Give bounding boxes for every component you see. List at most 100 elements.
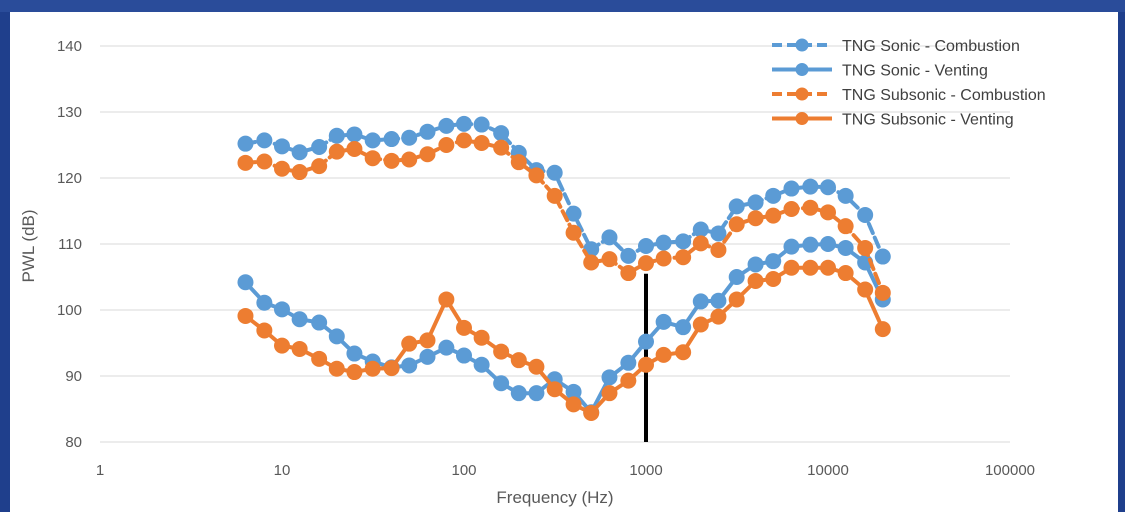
- series-3-point: [311, 350, 328, 367]
- series-2-point: [583, 254, 600, 271]
- series-2-point: [510, 154, 527, 171]
- series-1-point: [675, 319, 692, 336]
- series-0-point: [692, 221, 709, 238]
- y-tick-label-110: 110: [58, 236, 82, 253]
- series-2-point: [874, 284, 891, 301]
- series-0-point: [655, 234, 672, 251]
- series-layer: [237, 115, 891, 421]
- series-1-point: [237, 274, 254, 291]
- series-1-point: [728, 269, 745, 285]
- series-0-point: [675, 233, 692, 250]
- series-1-point: [456, 347, 472, 364]
- series-0-point: [456, 115, 472, 132]
- series-2-point: [710, 241, 727, 258]
- series-1-point: [328, 328, 345, 345]
- series-0-point: [364, 132, 381, 149]
- series-2-point: [528, 167, 545, 184]
- series-2-point: [473, 135, 490, 152]
- series-0-point: [311, 138, 328, 155]
- y-axis-title: PWL (dB): [19, 209, 38, 282]
- series-2-point: [802, 199, 819, 216]
- series-2-point: [328, 143, 345, 160]
- series-3-point: [401, 335, 418, 352]
- series-3-point: [510, 352, 527, 369]
- series-3-point: [364, 360, 381, 377]
- series-0-point: [747, 194, 764, 211]
- series-0-point: [546, 164, 563, 181]
- legend-label-0: TNG Sonic - Combustion: [842, 38, 1020, 55]
- series-1-point: [291, 311, 308, 328]
- series-0-point: [820, 179, 836, 196]
- series-3-point: [802, 259, 819, 276]
- series-1-point: [565, 383, 582, 400]
- series-1-point: [783, 238, 800, 255]
- series-2-point: [493, 139, 510, 156]
- series-2-point: [675, 249, 692, 266]
- series-1-point: [346, 345, 363, 362]
- series-3-point: [692, 316, 709, 333]
- series-0-point: [493, 125, 510, 142]
- series-0-point: [728, 198, 745, 215]
- series-1-point: [419, 348, 436, 365]
- series-1-point: [401, 357, 418, 374]
- series-0-point: [237, 135, 254, 152]
- series-3-point: [565, 396, 582, 413]
- series-2-point: [692, 235, 709, 252]
- series-0-point: [802, 178, 819, 195]
- series-2-point: [383, 152, 400, 169]
- series-1-point: [655, 313, 672, 330]
- series-2-point: [256, 153, 273, 170]
- series-1-point: [601, 369, 618, 386]
- y-tick-label-120: 120: [57, 170, 82, 187]
- series-2-point: [655, 250, 672, 267]
- series-3-point: [837, 265, 854, 282]
- x-tick-label-100000: 100000: [985, 462, 1035, 479]
- legend: TNG Sonic - Combustion TNG Sonic - Ventin…: [772, 38, 1046, 129]
- series-3-point: [747, 272, 764, 289]
- series-1-point: [528, 385, 545, 402]
- series-3-point: [601, 385, 618, 402]
- series-3-point: [438, 291, 455, 308]
- series-0-point: [383, 131, 400, 148]
- x-tick-label-10000: 10000: [807, 462, 849, 479]
- series-3-point: [655, 346, 672, 363]
- series-2-point: [291, 164, 308, 181]
- title-banner: [0, 0, 1125, 12]
- series-1-point: [311, 314, 328, 331]
- series-0-point: [857, 206, 874, 223]
- series-3-point: [874, 321, 891, 338]
- series-3-point: [493, 343, 510, 360]
- series-2-point: [820, 204, 836, 221]
- series-2-point: [747, 210, 764, 227]
- y-tick-label-80: 80: [65, 434, 82, 451]
- series-1-point: [837, 239, 854, 256]
- series-2-point: [546, 187, 563, 204]
- series-3-point: [256, 322, 273, 339]
- chart-panel: [10, 12, 1118, 512]
- series-1-point: [710, 292, 727, 309]
- series-3-point: [783, 259, 800, 276]
- series-1-point: [493, 375, 510, 392]
- series-0-point: [256, 132, 273, 149]
- series-0-point: [765, 187, 782, 204]
- series-3-point: [857, 281, 874, 298]
- series-3-point: [328, 360, 345, 377]
- series-3-point: [638, 356, 654, 373]
- series-1-point: [802, 236, 819, 253]
- series-3-point: [274, 337, 290, 354]
- series-2-point: [364, 150, 381, 167]
- series-0-point: [783, 180, 800, 197]
- series-1-point: [747, 256, 764, 273]
- series-0-point: [710, 225, 727, 242]
- series-3-point: [710, 308, 727, 325]
- series-1-point: [473, 356, 490, 373]
- series-0-point: [274, 138, 290, 155]
- series-0-point: [346, 126, 363, 143]
- legend-swatch-marker-0: [795, 38, 809, 52]
- series-0-point: [874, 248, 891, 265]
- series-2-point: [620, 265, 637, 282]
- series-0-point: [291, 144, 308, 161]
- series-1-point: [510, 385, 527, 402]
- series-1-point: [820, 236, 836, 252]
